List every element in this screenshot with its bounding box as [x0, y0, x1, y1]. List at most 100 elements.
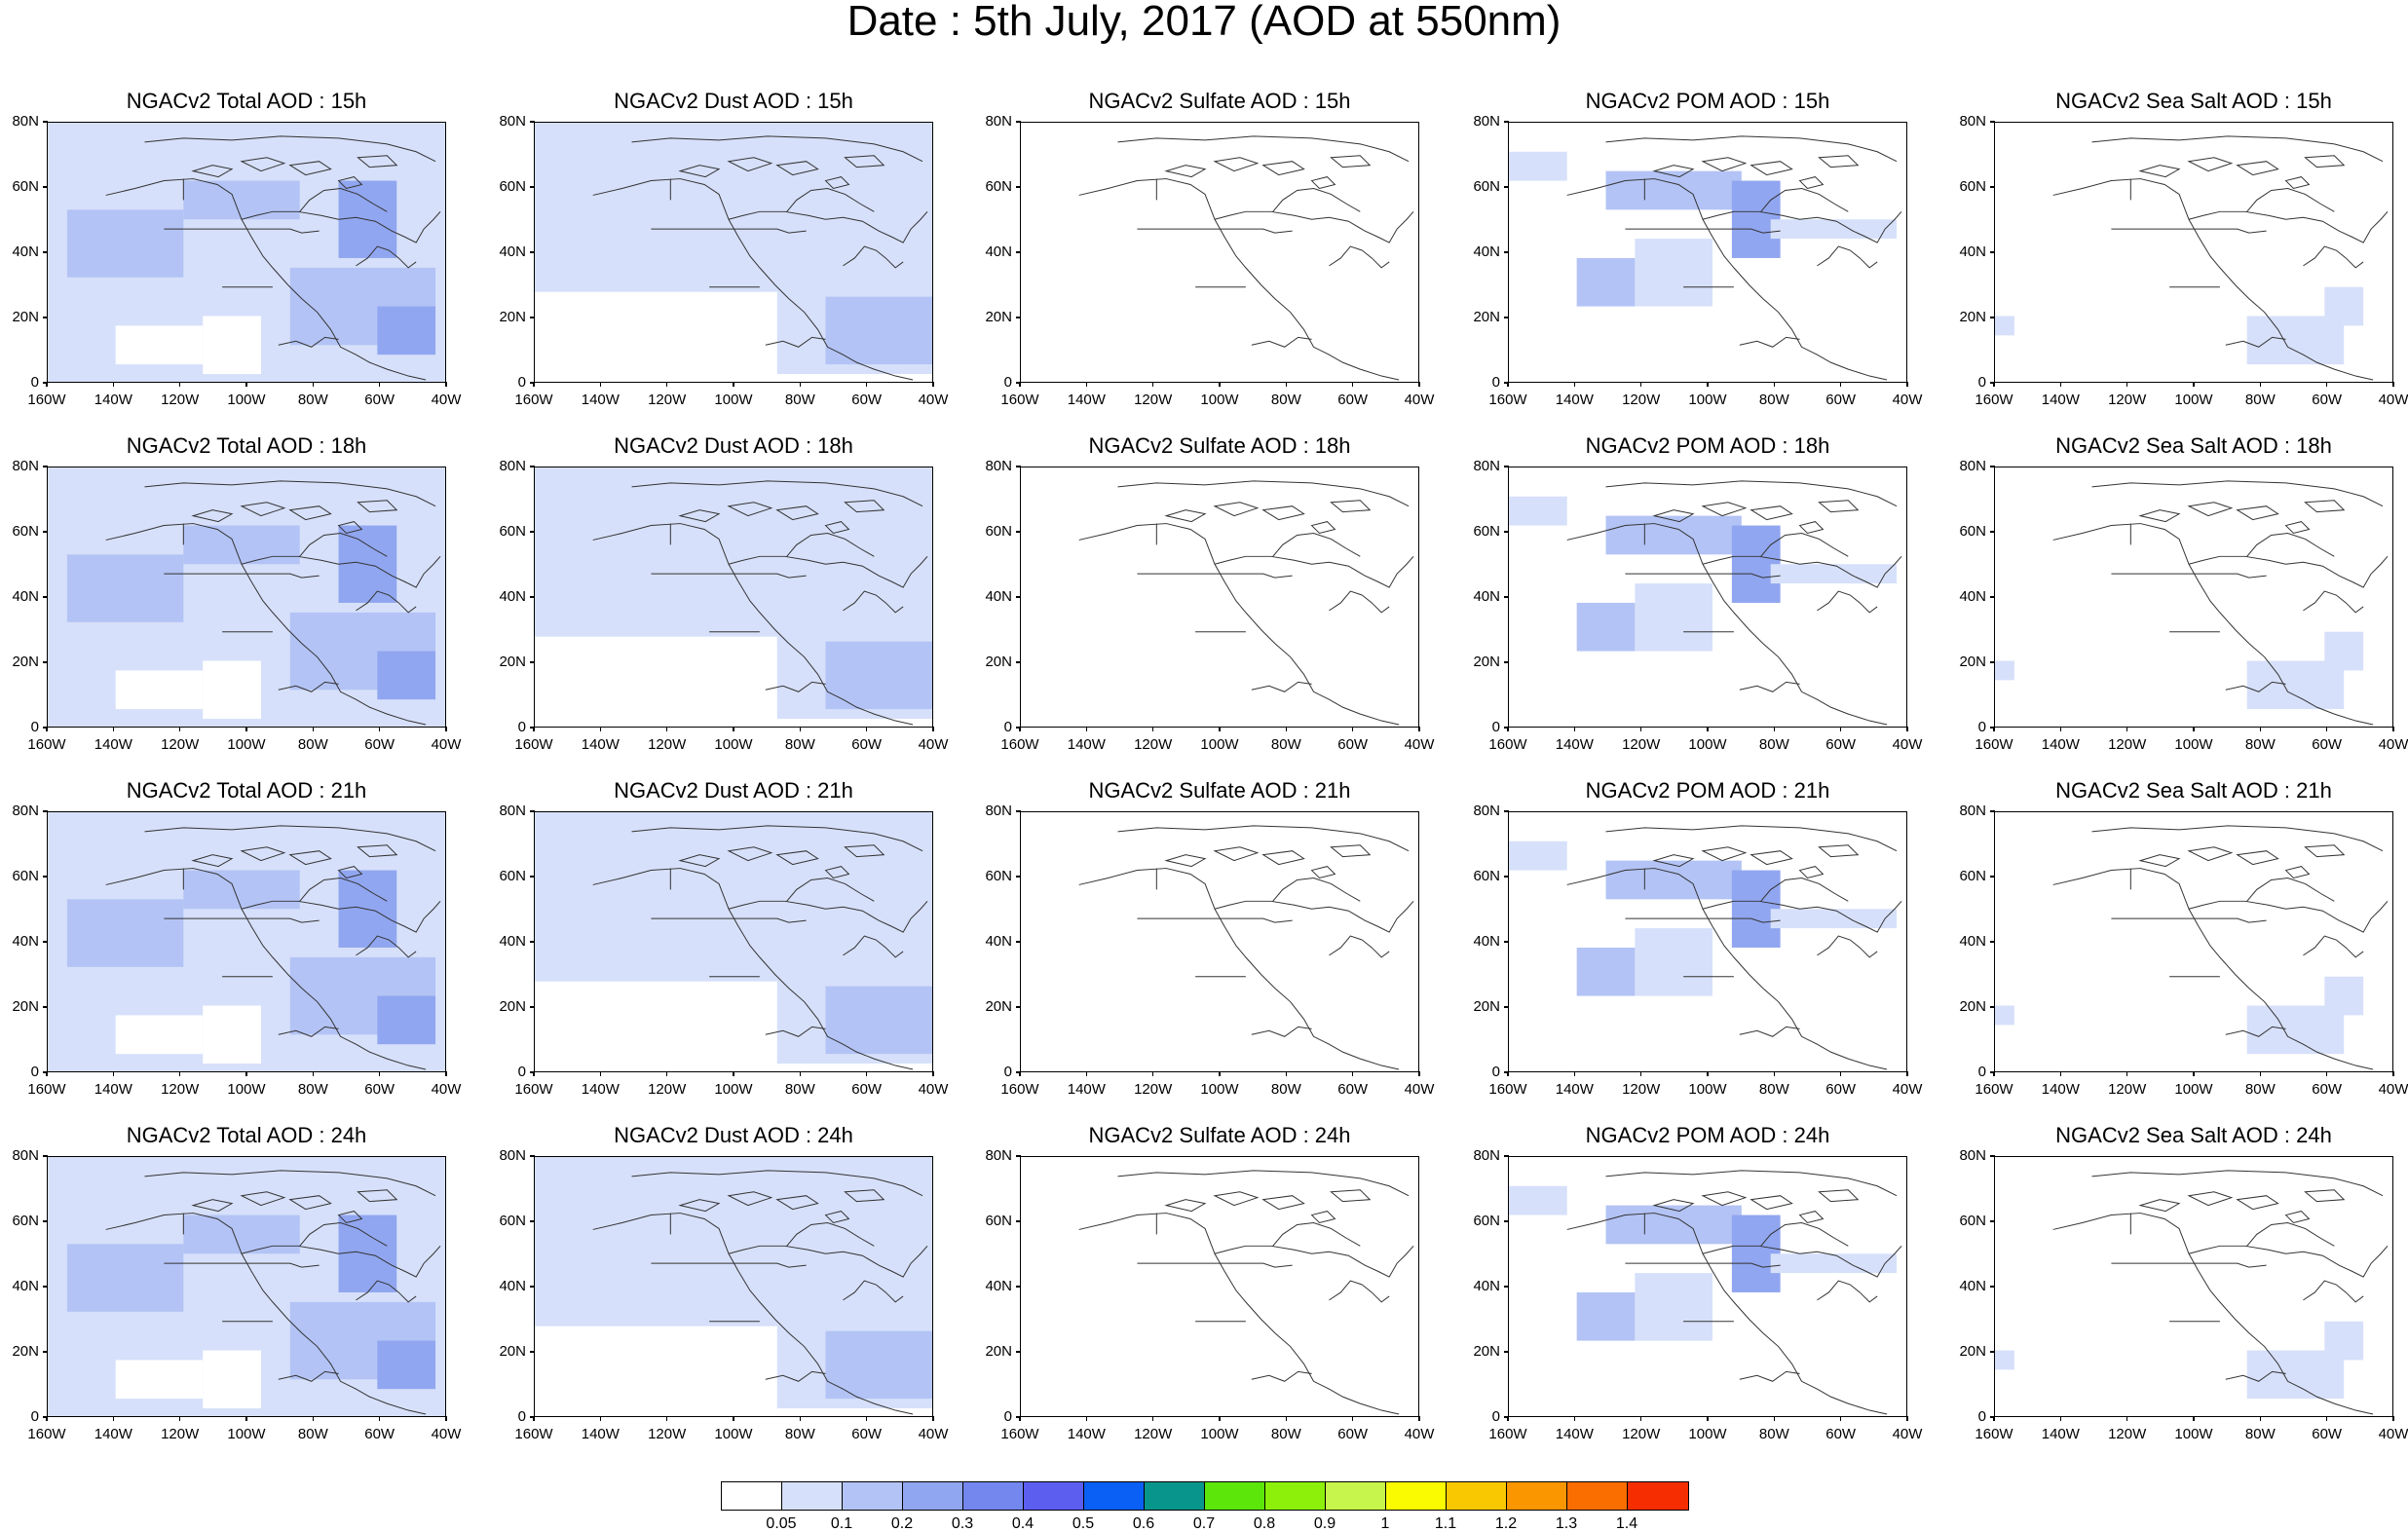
x-tick-label: 60W: [851, 1081, 883, 1098]
x-tick-label: 60W: [851, 736, 883, 753]
map-panel-seasalt-21h: NGACv2 Sea Salt AOD : 21h 80N 60N 40N 20N 0 16…: [1947, 779, 2408, 1110]
map-panel-sulfate-15h: NGACv2 Sulfate AOD : 15h 80N 60N 40N 20N 0 160…: [973, 90, 1441, 421]
aod-shading: [66, 899, 184, 967]
aod-shading: [535, 1157, 932, 1326]
y-tick-label: 40N: [499, 588, 526, 605]
colorbar-label: 0.05: [766, 1515, 797, 1532]
y-tick: [1016, 1220, 1021, 1222]
x-tick-label: 100W: [714, 1081, 753, 1098]
x-tick: [665, 382, 668, 387]
y-tick: [1990, 1155, 1995, 1157]
y-tick: [43, 1155, 48, 1157]
y-tick-label: 0: [1977, 374, 1986, 391]
map-frame: [47, 811, 446, 1072]
islands: [1652, 500, 1860, 535]
x-tick-label: 160W: [1975, 1081, 2013, 1098]
y-tick: [1016, 466, 1021, 467]
x-tick-label: 60W: [364, 1426, 395, 1442]
y-tick-label: 40N: [12, 588, 39, 605]
aod-shading: [1605, 515, 1742, 555]
y-tick: [1504, 1071, 1509, 1073]
y-tick: [1016, 382, 1021, 384]
y-tick: [1504, 1155, 1509, 1157]
coastline: [105, 1170, 441, 1415]
colorbar-swatch: [1024, 1482, 1084, 1510]
x-tick: [2059, 1071, 2062, 1076]
x-tick-label: 120W: [1134, 1081, 1173, 1098]
aod-shading: [1509, 1185, 1567, 1215]
x-tick: [1573, 1416, 1576, 1421]
x-tick: [1773, 727, 1776, 731]
coastline: [2052, 135, 2389, 381]
x-tick-label: 80W: [784, 392, 815, 408]
x-tick: [2325, 382, 2328, 387]
x-tick-label: 100W: [1688, 1081, 1727, 1098]
x-tick: [2392, 727, 2394, 731]
y-tick: [43, 596, 48, 598]
x-tick: [1085, 382, 1088, 387]
map-frame: [1508, 467, 1907, 728]
aod-map: [48, 1157, 445, 1416]
aod-map: [535, 123, 932, 381]
x-tick-label: 40W: [431, 1081, 462, 1098]
map-frame: [1994, 811, 2393, 1072]
x-tick-label: 40W: [2378, 1426, 2408, 1442]
colorbar-label: 0.2: [890, 1515, 914, 1532]
islands: [2138, 1189, 2346, 1224]
y-tick: [1990, 596, 1995, 598]
colorbar-swatch: [1265, 1482, 1326, 1510]
y-tick-label: 40N: [1959, 588, 1986, 605]
colorbar-label: 0.5: [1072, 1515, 1095, 1532]
x-tick: [1285, 1416, 1288, 1421]
y-tick-label: 0: [1491, 1064, 1500, 1080]
x-tick-label: 120W: [1134, 392, 1173, 408]
coastline: [105, 825, 441, 1070]
y-tick-label: 80N: [12, 803, 39, 819]
y-tick-label: 20N: [1959, 998, 1986, 1015]
aod-shading: [1576, 947, 1636, 996]
y-tick-label: 40N: [1959, 1278, 1986, 1294]
y-tick-label: 80N: [12, 458, 39, 474]
x-tick-label: 140W: [1555, 736, 1594, 753]
x-tick: [733, 727, 734, 731]
x-tick-label: 60W: [851, 1426, 883, 1442]
x-tick: [2126, 382, 2128, 387]
x-tick-label: 120W: [2108, 1426, 2147, 1442]
x-tick: [1707, 382, 1709, 387]
y-tick-label: 80N: [12, 1147, 39, 1164]
coastline: [1078, 480, 1414, 726]
x-tick-label: 100W: [1200, 1426, 1239, 1442]
x-tick-label: 100W: [714, 1426, 753, 1442]
country-border: [2111, 1213, 2267, 1323]
x-tick: [1507, 1071, 1509, 1076]
panel-title: NGACv2 Total AOD : 18h: [126, 433, 367, 458]
x-tick: [932, 382, 934, 387]
y-tick: [530, 382, 535, 384]
map-panel-pom-21h: NGACv2 POM AOD : 21h 80N 60N 40N 20N 0 160W 140…: [1461, 779, 1929, 1110]
country-border: [1137, 178, 1293, 288]
y-tick-label: 20N: [12, 654, 39, 670]
x-tick: [2259, 1416, 2262, 1421]
x-tick: [1639, 382, 1642, 387]
x-tick-label: 120W: [161, 1081, 200, 1098]
y-tick-label: 20N: [1959, 1343, 1986, 1360]
x-tick: [1219, 727, 1221, 731]
x-tick: [2193, 1416, 2195, 1421]
y-tick-label: 40N: [1473, 933, 1500, 950]
panel-grid: NGACv2 Total AOD : 15h 80N 60N 40N 20N 0 160W 1…: [0, 90, 2408, 1442]
x-tick-label: 140W: [1555, 1426, 1594, 1442]
country-border: [1137, 1213, 1293, 1323]
country-border: [1137, 523, 1293, 633]
x-tick-label: 120W: [648, 736, 687, 753]
islands: [191, 844, 398, 879]
y-tick-label: 40N: [12, 933, 39, 950]
x-tick: [378, 382, 381, 387]
y-tick-label: 0: [30, 374, 39, 391]
x-tick: [2059, 382, 2062, 387]
x-tick: [1151, 382, 1154, 387]
x-tick-label: 140W: [581, 1081, 620, 1098]
y-tick-label: 80N: [985, 803, 1012, 819]
aod-map: [48, 467, 445, 727]
map-panel-total-15h: NGACv2 Total AOD : 15h 80N 60N 40N 20N 0 160W 1…: [0, 90, 468, 421]
aod-shading: [1576, 602, 1636, 652]
